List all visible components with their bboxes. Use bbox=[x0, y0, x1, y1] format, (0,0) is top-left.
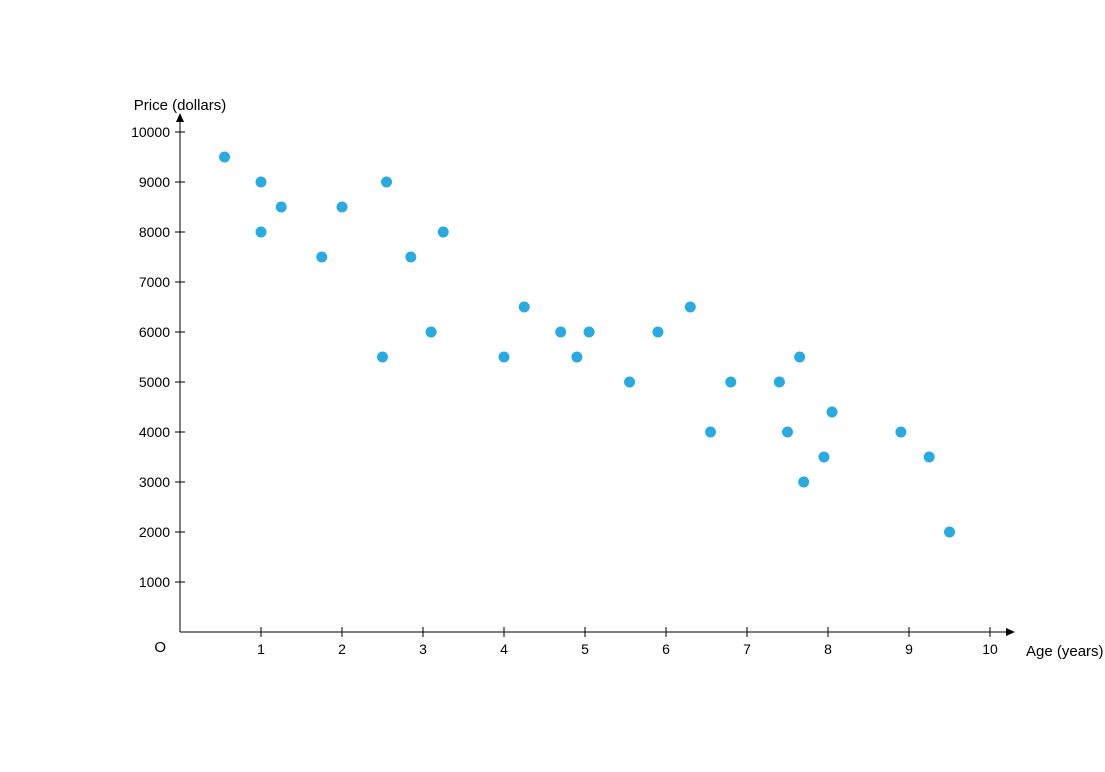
data-point bbox=[924, 452, 935, 463]
x-tick-label: 7 bbox=[743, 641, 751, 657]
data-point bbox=[624, 377, 635, 388]
x-tick-label: 6 bbox=[662, 641, 670, 657]
data-point bbox=[895, 427, 906, 438]
data-point bbox=[705, 427, 716, 438]
data-point bbox=[256, 227, 267, 238]
data-point bbox=[438, 227, 449, 238]
y-tick-label: 10000 bbox=[131, 124, 170, 140]
data-point bbox=[944, 527, 955, 538]
data-point bbox=[798, 477, 809, 488]
y-tick-label: 2000 bbox=[139, 524, 170, 540]
data-point bbox=[794, 352, 805, 363]
x-tick-label: 10 bbox=[982, 641, 998, 657]
data-point bbox=[256, 177, 267, 188]
data-point bbox=[337, 202, 348, 213]
data-point bbox=[381, 177, 392, 188]
y-tick-label: 7000 bbox=[139, 274, 170, 290]
y-tick-label: 9000 bbox=[139, 174, 170, 190]
chart-svg: 1 2 3 4 5 6 7 8 9 10 1000 2000 3000 4000 5000 6000 7000 8… bbox=[0, 0, 1105, 772]
y-tick-label: 6000 bbox=[139, 324, 170, 340]
origin-label: O bbox=[154, 639, 166, 656]
data-point bbox=[316, 252, 327, 263]
y-axis-label: Price (dollars) bbox=[134, 97, 227, 114]
data-point bbox=[405, 252, 416, 263]
x-tick-label: 9 bbox=[905, 641, 913, 657]
data-point bbox=[652, 327, 663, 338]
x-tick-label: 4 bbox=[500, 641, 508, 657]
data-point bbox=[426, 327, 437, 338]
x-tick-label: 8 bbox=[824, 641, 832, 657]
x-axis-label: Age (years) bbox=[1026, 643, 1104, 660]
data-point bbox=[827, 407, 838, 418]
data-point bbox=[499, 352, 510, 363]
y-tick-label: 8000 bbox=[139, 224, 170, 240]
data-point bbox=[555, 327, 566, 338]
data-point bbox=[774, 377, 785, 388]
data-point bbox=[818, 452, 829, 463]
y-tick-label: 5000 bbox=[139, 374, 170, 390]
x-tick-label: 2 bbox=[338, 641, 346, 657]
scatter-chart: 1 2 3 4 5 6 7 8 9 10 1000 2000 3000 4000 5000 6000 7000 8… bbox=[0, 0, 1105, 772]
data-point bbox=[584, 327, 595, 338]
data-point bbox=[519, 302, 530, 313]
x-tick-label: 3 bbox=[419, 641, 427, 657]
y-tick-label: 3000 bbox=[139, 474, 170, 490]
data-point bbox=[219, 152, 230, 163]
y-tick-label: 4000 bbox=[139, 424, 170, 440]
x-axis-arrow bbox=[1006, 628, 1015, 636]
data-point bbox=[571, 352, 582, 363]
y-tick-label: 1000 bbox=[139, 574, 170, 590]
data-point bbox=[685, 302, 696, 313]
data-point bbox=[782, 427, 793, 438]
data-point bbox=[276, 202, 287, 213]
data-point bbox=[377, 352, 388, 363]
x-tick-label: 5 bbox=[581, 641, 589, 657]
data-point bbox=[725, 377, 736, 388]
x-tick-label: 1 bbox=[257, 641, 265, 657]
y-axis-arrow bbox=[176, 113, 184, 122]
